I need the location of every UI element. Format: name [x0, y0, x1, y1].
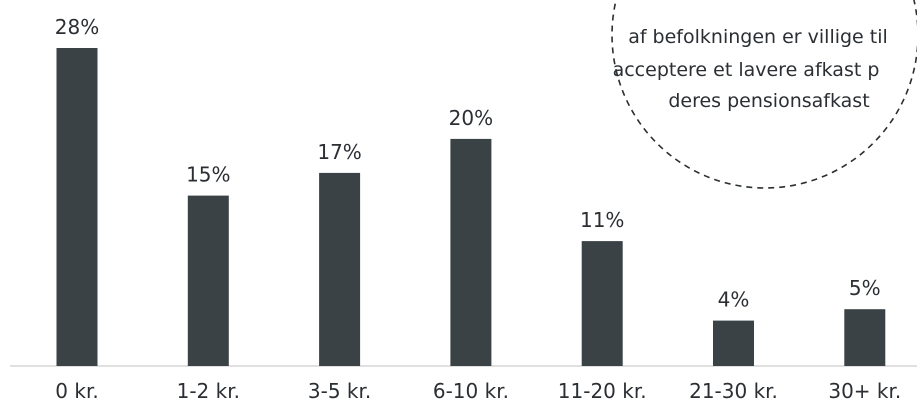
bar-0 — [56, 48, 98, 366]
callout-bubble: af befolkningen er villige til acceptere… — [611, 0, 917, 189]
callout-line-2: acceptere et lavere afkast p — [613, 59, 880, 81]
bar-6 — [844, 309, 886, 366]
value-label-6: 5% — [849, 276, 881, 300]
bar-2 — [319, 172, 361, 366]
x-tick-label-5: 21-30 kr. — [689, 379, 778, 402]
value-label-1: 15% — [186, 163, 230, 187]
x-tick-label-1: 1-2 kr. — [177, 379, 240, 402]
callout-line-1: af befolkningen er villige til — [628, 26, 888, 48]
value-label-4: 11% — [580, 208, 624, 232]
x-tick-label-3: 6-10 kr. — [433, 379, 509, 402]
x-tick-label-0: 0 kr. — [55, 379, 98, 402]
x-tick-label-2: 3-5 kr. — [308, 379, 371, 402]
value-label-0: 28% — [55, 15, 99, 39]
x-tick-labels: 0 kr. 1-2 kr. 3-5 kr. 6-10 kr. 11-20 kr. 21-3… — [55, 379, 901, 402]
value-label-5: 4% — [718, 288, 750, 312]
bar-4 — [581, 241, 623, 366]
value-label-3: 20% — [449, 106, 493, 130]
callout-circle — [611, 0, 917, 189]
callout-line-3: deres pensionsafkast — [668, 90, 869, 112]
x-tick-label-4: 11-20 kr. — [558, 379, 647, 402]
bar-5 — [713, 320, 754, 366]
x-tick-label-6: 30+ kr. — [828, 379, 901, 402]
value-labels: 28% 15% 17% 20% 11% 4% 5% — [55, 15, 881, 312]
bar-1 — [187, 195, 229, 366]
bar-series — [56, 48, 886, 366]
value-label-2: 17% — [317, 140, 361, 164]
bar-3 — [450, 138, 492, 366]
